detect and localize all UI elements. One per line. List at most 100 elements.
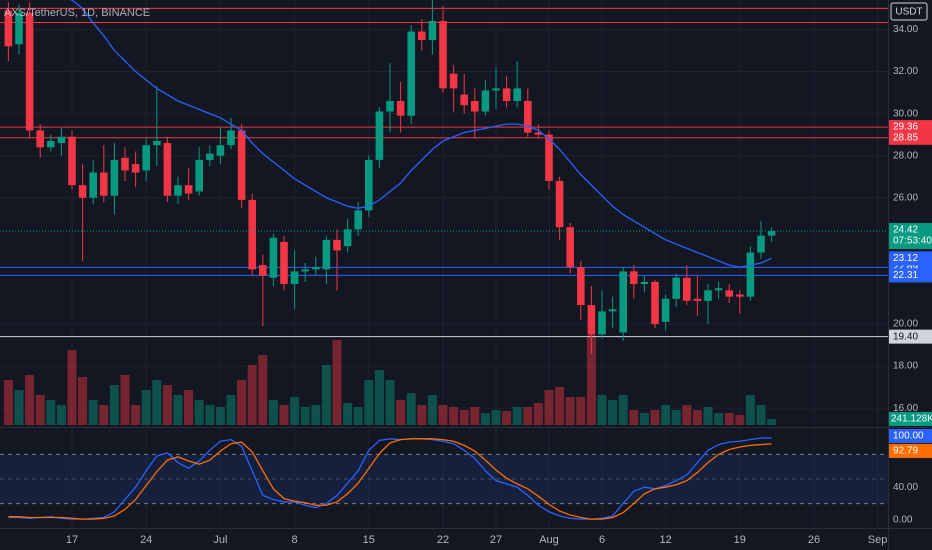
- volume-bar: [692, 410, 702, 425]
- x-tick-label: Sep: [868, 534, 888, 546]
- volume-bar: [480, 413, 490, 425]
- level-label-box: [889, 120, 932, 135]
- candle-body: [492, 88, 500, 91]
- volume-bar: [14, 390, 24, 425]
- volume-bar: [406, 393, 416, 425]
- volume-bar: [555, 387, 565, 425]
- stochastic-pane: [0, 437, 888, 520]
- candle-body: [248, 199, 256, 270]
- candle-body: [502, 88, 511, 101]
- candle-body: [693, 298, 702, 301]
- currency-label[interactable]: USDT: [895, 7, 922, 18]
- volume-bar: [25, 375, 35, 425]
- x-tick-label: 12: [659, 534, 671, 546]
- volume-bar: [714, 413, 724, 425]
- stoch-label-box: [889, 429, 932, 443]
- volume-bar: [120, 375, 130, 425]
- volume-bar: [576, 397, 586, 425]
- stoch-line: [8, 438, 772, 520]
- candle-body: [184, 185, 193, 194]
- volume-bar: [141, 390, 151, 425]
- volume-bar: [56, 405, 66, 425]
- volume-bar: [385, 380, 395, 425]
- candle-body: [216, 145, 225, 156]
- level-label-box: [889, 268, 932, 283]
- ma-label: 23.12: [893, 253, 918, 264]
- volume-bar: [311, 405, 321, 425]
- candle-body: [555, 180, 564, 228]
- y-tick-label: 28.00: [893, 150, 918, 161]
- y-tick-label: 34.00: [893, 24, 918, 35]
- volume-bar: [417, 405, 427, 425]
- candle-body: [227, 130, 235, 146]
- volume-bar: [459, 410, 469, 425]
- candle-body: [78, 185, 87, 198]
- volume-bar: [46, 400, 56, 425]
- y-tick-label: 16.00: [893, 403, 918, 414]
- candle-body: [396, 100, 405, 116]
- volume-bar: [247, 365, 257, 425]
- volume-bar: [205, 405, 215, 425]
- candle-body: [481, 90, 490, 112]
- current-price-label: 24.42: [893, 225, 918, 236]
- currency-button[interactable]: [890, 2, 928, 21]
- y-tick-label: 32.00: [893, 66, 918, 77]
- level-label-box: [889, 130, 932, 145]
- x-tick-label: 8: [292, 534, 298, 546]
- axes: 17 24 Jul 8 15 22 27 Aug 6 12 19 26 Sep 16.00 18.00 20.…: [66, 24, 932, 546]
- candle-body: [301, 269, 309, 272]
- candle-body: [746, 252, 755, 297]
- volume-bar: [639, 413, 649, 425]
- x-tick-label: Jul: [213, 534, 227, 546]
- level-label: 28.85: [893, 132, 918, 143]
- candle-body: [237, 130, 246, 200]
- volume-bar: [597, 395, 607, 425]
- candle-body: [386, 100, 394, 112]
- candle-body: [587, 305, 596, 335]
- candle-body: [545, 134, 553, 181]
- candle-body: [4, 10, 13, 47]
- candle-body: [163, 143, 172, 196]
- volume-bar: [502, 411, 512, 425]
- volume-bar: [438, 405, 448, 425]
- volume-bar: [661, 405, 671, 425]
- candle-body: [47, 140, 55, 148]
- candle-body: [110, 159, 119, 196]
- candle-body: [68, 136, 76, 186]
- candle-body: [121, 157, 129, 171]
- volume-bar: [767, 418, 777, 425]
- candle-body: [460, 94, 468, 106]
- candle-body: [672, 277, 680, 299]
- candle-body: [418, 31, 426, 40]
- stoch-label: 100.00: [893, 431, 924, 442]
- volume-bar: [671, 410, 681, 425]
- volume-bar: [99, 405, 109, 425]
- volume-bar: [724, 413, 734, 425]
- level-label: 29.36: [893, 122, 918, 133]
- countdown: 07:53:40: [893, 236, 932, 247]
- volume-bar: [608, 400, 618, 425]
- candle-body: [142, 145, 150, 171]
- volume-bar: [396, 400, 406, 425]
- level-label: 22.31: [893, 270, 918, 281]
- volume-bar: [523, 407, 533, 425]
- x-tick-label: 26: [808, 534, 820, 546]
- volume-bar: [427, 395, 437, 425]
- volume-bar: [618, 395, 628, 425]
- volume-bar: [364, 380, 374, 425]
- volume-bar: [533, 403, 543, 425]
- volume-bar: [629, 410, 639, 425]
- volume-bar: [226, 395, 236, 425]
- candle-body: [343, 229, 352, 247]
- candle-body: [449, 73, 458, 89]
- volume-bar: [3, 380, 13, 425]
- y-tick-label: 20.00: [893, 319, 918, 330]
- volume-bar: [78, 377, 88, 425]
- candle-body: [290, 271, 299, 285]
- chart-title: AXS/TetherUS, 1D, BINANCE: [4, 7, 150, 19]
- volume-bar: [162, 385, 172, 425]
- volume-bar: [470, 407, 480, 425]
- volume-bar: [703, 407, 713, 425]
- x-tick-label: 6: [599, 534, 605, 546]
- candle-body: [608, 309, 617, 312]
